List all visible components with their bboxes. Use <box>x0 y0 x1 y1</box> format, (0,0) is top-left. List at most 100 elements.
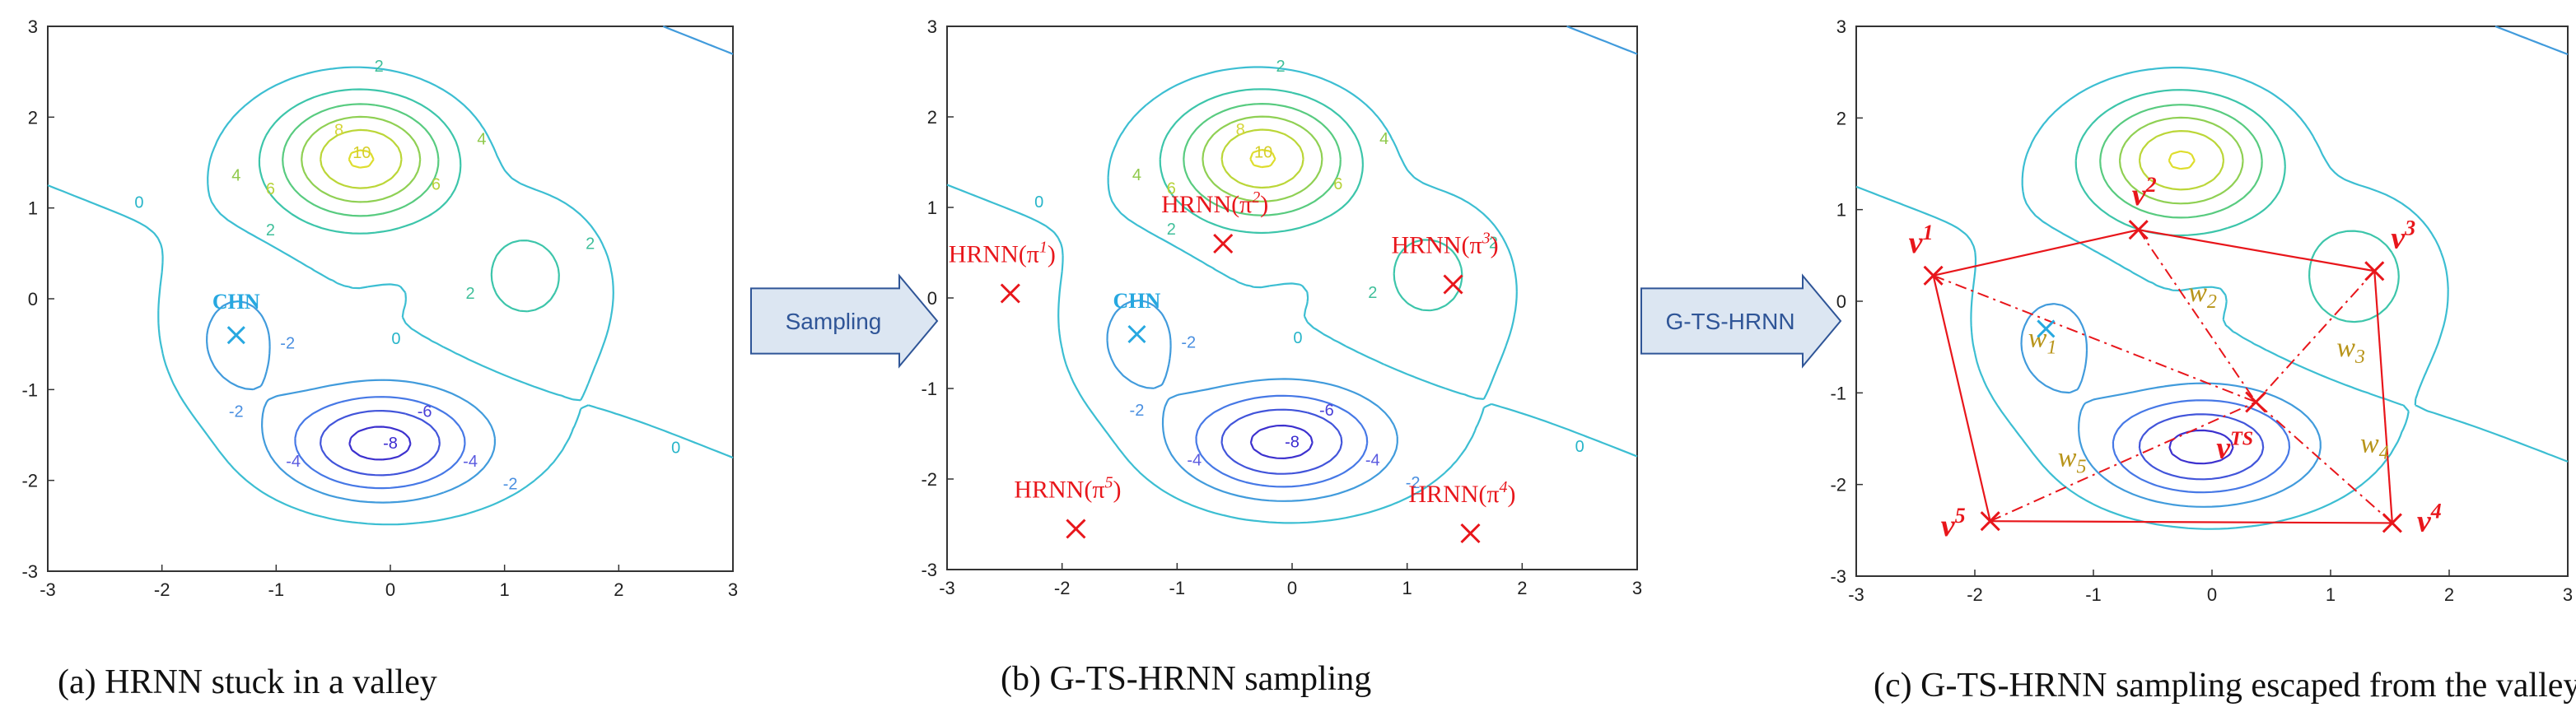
axis-ticks-b: -3-3 -2 -2 -1 -1 0 0 1 1 2 2 3 3 <box>921 16 1642 598</box>
y-tick-label: -2 <box>1830 475 1846 495</box>
x-tick-label: -1 <box>2085 584 2102 605</box>
contour-value-label: -4 <box>1187 452 1202 470</box>
contour-value-label: -8 <box>383 435 398 453</box>
x-tick-label: 0 <box>2207 584 2217 605</box>
vertex-label-3: v3 <box>2391 216 2415 255</box>
sample-label-4: HRNN(π4) <box>1408 478 1515 508</box>
contour-value-label: -2 <box>280 335 295 353</box>
arrow-label-gtshrnn: G-TS-HRNN <box>1665 309 1794 334</box>
axis-ticks-c: -3-3 -2 -2 -1 -1 0 0 1 1 2 2 3 3 <box>1830 16 2573 605</box>
ts-marker <box>2245 391 2267 413</box>
ts-spoke-3 <box>2255 270 2376 403</box>
contour-value-label: 8 <box>1236 121 1245 139</box>
x-tick-label: -2 <box>1054 578 1071 598</box>
contour-value-label: 0 <box>1575 438 1584 456</box>
y-tick-label: -3 <box>21 561 38 582</box>
contour-value-label: 0 <box>134 194 143 212</box>
contour-level--4 <box>2112 399 2291 494</box>
y-tick-label: 2 <box>28 107 38 128</box>
y-tick-label: -2 <box>921 469 937 490</box>
caption-a: (a) HRNN stuck in a valley <box>58 663 437 701</box>
contour-lines-c <box>1855 25 2569 530</box>
x-tick-label: 2 <box>614 579 623 600</box>
x-tick-label: -2 <box>1967 584 1983 605</box>
contour-level-4 <box>282 103 440 217</box>
contour-value-label: -2 <box>503 476 518 494</box>
sampling-arrow: Sampling <box>750 273 939 369</box>
axis-ticks-a: -3-3 -2 -2 -1 -1 0 0 1 1 2 2 3 3 <box>21 16 738 600</box>
contour-level-0 <box>946 66 1638 524</box>
contour-level--6 <box>2138 413 2265 481</box>
panel-b: -3-3 -2 -2 -1 -1 0 0 1 1 2 2 3 3 CHN 2 4 6 8 10 4 6 2 2 2 0 0 0 -2… <box>921 16 1642 698</box>
contour-value-label: 4 <box>231 167 240 185</box>
y-tick-label: 2 <box>1836 108 1846 128</box>
contour-level--8 <box>348 426 412 461</box>
vertex-label-2: v2 <box>2132 173 2157 212</box>
y-tick-label: 0 <box>1836 291 1846 312</box>
weight-label-2: w2 <box>2188 277 2217 313</box>
x-tick-label: -2 <box>154 579 170 600</box>
markers-b: CHN 2 4 6 8 10 4 6 2 2 2 0 0 0 -2 -2 -2 -4 -4 -6 -8 HRNN(π1) H… <box>949 58 1584 544</box>
arrow-shape-1 <box>750 273 939 369</box>
graph-edge <box>1932 275 1991 522</box>
ts-spoke-2 <box>2137 229 2257 403</box>
contour-level-4 <box>2099 104 2263 219</box>
contour-value-label: 2 <box>375 58 384 76</box>
contour-value-label: 0 <box>391 330 400 348</box>
vertex-marker-4 <box>2382 513 2402 533</box>
ts-spoke-5 <box>1990 401 2256 523</box>
chn-marker <box>2037 319 2056 338</box>
contour-value-label: 2 <box>1489 235 1498 253</box>
contour-value-label: 2 <box>266 221 275 240</box>
contour-level-0 <box>1855 67 2569 530</box>
contour-value-label: -2 <box>229 402 244 421</box>
contour-value-label: -2 <box>1406 474 1421 492</box>
contour-value-label: 4 <box>477 130 486 148</box>
contour-level--2 <box>1106 25 1638 502</box>
contour-value-label: -4 <box>1365 452 1380 470</box>
weight-label-5: w5 <box>2058 442 2087 477</box>
weight-label-4: w4 <box>2360 429 2389 464</box>
contour-level--2 <box>206 25 734 504</box>
sample-label-2: HRNN(π2) <box>1161 188 1268 218</box>
contour-value-label: 2 <box>586 235 595 253</box>
contour-value-label: -2 <box>1130 402 1145 420</box>
contour-value-label: -6 <box>1319 402 1334 420</box>
vertex-marker-2 <box>2128 220 2149 240</box>
y-tick-label: 3 <box>28 16 38 37</box>
x-tick-label: -3 <box>40 579 56 600</box>
contour-level-2 <box>258 88 560 313</box>
chn-label: CHN <box>1113 289 1161 313</box>
sample-marker-3 <box>1443 274 1463 295</box>
y-tick-label: 1 <box>28 198 38 219</box>
contour-value-label: 10 <box>1254 144 1272 162</box>
y-tick-label: 0 <box>28 289 38 309</box>
contour-level-8 <box>320 128 403 189</box>
sample-marker-2 <box>1213 233 1234 254</box>
ts-spoke-4 <box>2255 401 2393 524</box>
x-tick-label: -3 <box>1848 584 1864 605</box>
contour-value-label: 2 <box>1276 58 1285 76</box>
sample-marker-5 <box>1066 519 1086 539</box>
graph-edge <box>1990 520 2392 524</box>
contour-level-8 <box>2138 130 2225 191</box>
markers-a: CHN 2 4 6 8 10 4 6 2 2 2 0 0 0 -2 -2 -2 -4 -4 -6 -8 <box>134 58 680 494</box>
vertex-marker-5 <box>1980 511 2000 532</box>
contour-level-10 <box>1249 148 1276 169</box>
contour-lines-a <box>47 25 734 526</box>
y-tick-label: -1 <box>1830 383 1846 403</box>
contour-level-4 <box>1183 103 1342 216</box>
contour-value-label: 0 <box>1293 329 1302 347</box>
x-tick-label: 2 <box>2444 584 2454 605</box>
contour-level-10 <box>2168 150 2196 170</box>
contour-value-label: -6 <box>418 402 432 421</box>
contour-level-6 <box>1202 115 1323 202</box>
contour-level-0 <box>47 66 734 526</box>
contour-value-label: 4 <box>1379 130 1388 148</box>
contour-value-label: -2 <box>1181 334 1196 352</box>
x-tick-label: 3 <box>1632 578 1642 598</box>
vertex-label-5: v5 <box>1941 504 1966 543</box>
contour-level--2 <box>2020 25 2569 508</box>
x-tick-label: 1 <box>2326 584 2336 605</box>
chn-marker <box>1127 324 1146 344</box>
